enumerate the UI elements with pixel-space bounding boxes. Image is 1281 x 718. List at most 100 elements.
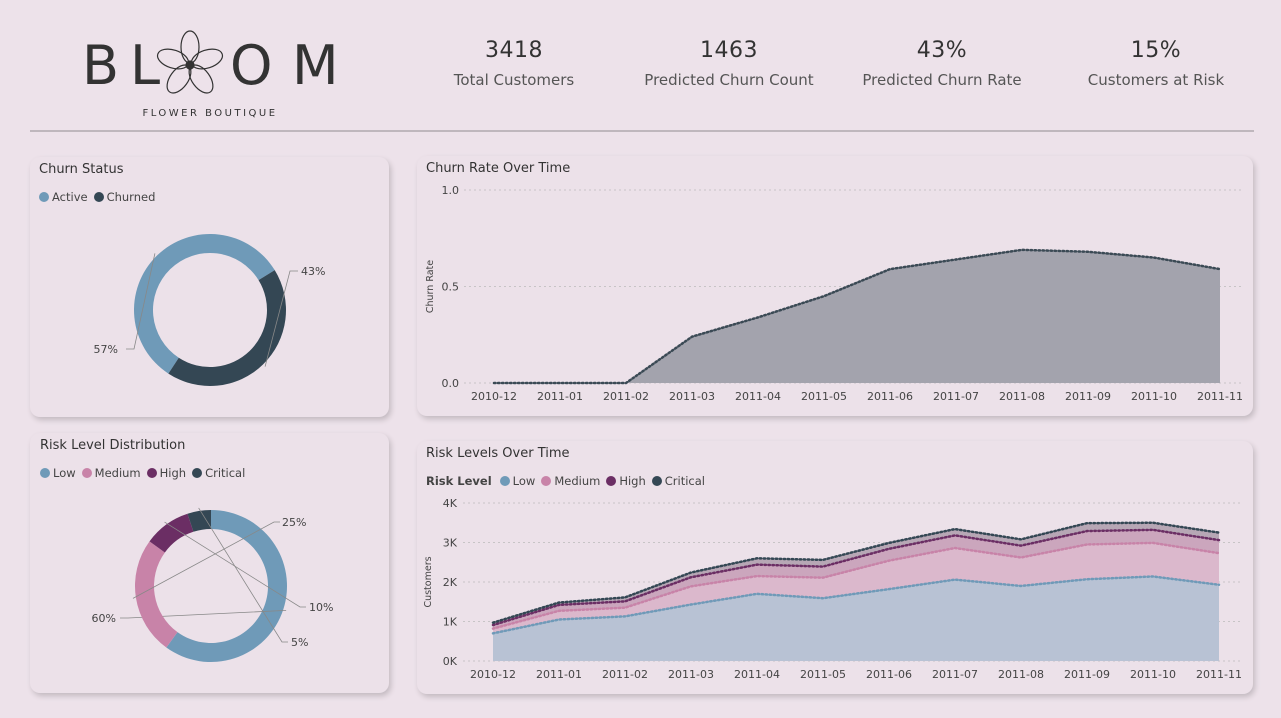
slice-label-leader — [164, 521, 306, 608]
risk-distribution-card[interactable]: Risk Level Distribution Low Medium High … — [30, 433, 389, 693]
legend-dot — [192, 468, 203, 478]
bloom-logo-graphic: B L O M FLOWER BOUTIQUE — [82, 30, 339, 119]
header-divider — [30, 130, 1254, 132]
churn-rate-area-chart: 0.0 0.5 1.0 Churn Rate 2010-12 2011-01 2011-02… — [425, 184, 1243, 403]
legend-label: Medium — [554, 474, 601, 488]
legend-label: Medium — [94, 466, 141, 480]
x-tick-label: 2011-06 — [866, 668, 912, 681]
donut-slice-medium — [135, 541, 178, 648]
kpi-value: 43% — [916, 38, 968, 63]
legend-label: Low — [53, 466, 76, 480]
slice-data-label: 57% — [94, 343, 118, 356]
logo-letter-m: M — [292, 34, 339, 97]
legend-item-critical[interactable]: Critical — [192, 466, 245, 480]
legend-label: Critical — [205, 466, 246, 480]
legend-dot — [606, 476, 617, 486]
card-title: Risk Levels Over Time — [426, 446, 570, 461]
legend-item-high[interactable]: High — [606, 474, 646, 488]
slice-data-label: 10% — [309, 601, 333, 614]
churn-status-legend: Active Churned — [39, 190, 161, 204]
legend-label: High — [619, 474, 646, 488]
legend-item-low[interactable]: Low — [40, 466, 76, 480]
legend-item-churned[interactable]: Churned — [93, 190, 156, 204]
y-tick-label: 3K — [443, 537, 458, 550]
legend-item-active[interactable]: Active — [39, 190, 88, 204]
legend-dot — [81, 468, 92, 478]
legend-item-medium[interactable]: Medium — [81, 466, 141, 480]
risk-levels-over-time-card[interactable]: Risk Levels Over Time Risk Level Low Med… — [417, 441, 1253, 694]
line-high — [491, 528, 1221, 627]
legend-item-low[interactable]: Low — [499, 474, 536, 488]
legend-label: Low — [512, 474, 536, 488]
card-title: Risk Level Distribution — [40, 438, 186, 453]
x-tick-label: 2011-05 — [800, 668, 846, 681]
slice-label-leader — [264, 270, 298, 367]
churn-rate-area — [494, 249, 1220, 383]
risk-levels-legend: Risk Level Low Medium High Critical — [426, 474, 711, 488]
donut-slice-critical — [187, 510, 211, 532]
y-tick-label: 4K — [443, 497, 458, 510]
y-tick-label: 2K — [443, 576, 458, 589]
x-tick-label: 2011-07 — [932, 668, 978, 681]
x-tick-label: 2011-11 — [1196, 668, 1242, 681]
flower-icon — [156, 30, 224, 94]
kpi-predicted-churn-count: 1463 Predicted Churn Count — [629, 38, 829, 89]
logo-letter-l: L — [130, 34, 160, 97]
x-tick-label: 2011-01 — [537, 390, 583, 403]
legend-label: Churned — [106, 190, 156, 204]
x-tick-label: 2011-08 — [999, 390, 1045, 403]
slice-label-leader — [198, 507, 288, 643]
churn-rate-over-time-card[interactable]: Churn Rate Over Time 0.0 0.5 1.0 Churn Rate… — [417, 156, 1253, 416]
slice-label-leader — [120, 610, 287, 619]
logo-letter-o: O — [230, 34, 273, 97]
x-tick-label: 2011-08 — [998, 668, 1044, 681]
x-tick-label: 2011-07 — [933, 390, 979, 403]
kpi-label: Total Customers — [453, 71, 575, 89]
x-tick-label: 2010-12 — [470, 668, 516, 681]
x-tick-label: 2010-12 — [471, 390, 517, 403]
x-tick-label: 2011-10 — [1131, 390, 1177, 403]
brand-logo: B L O M FLOWER BOUTIQUE — [60, 20, 360, 130]
kpi-predicted-churn-rate: 43% Predicted Churn Rate — [842, 38, 1042, 89]
legend-dot — [93, 192, 104, 202]
line-critical — [491, 521, 1221, 624]
x-tick-label: 2011-04 — [734, 668, 780, 681]
logo-subtitle: FLOWER BOUTIQUE — [142, 108, 277, 119]
area-high — [493, 529, 1219, 629]
x-tick-label: 2011-02 — [602, 668, 648, 681]
slice-label-leader — [132, 521, 280, 599]
slice-data-label: 60% — [92, 612, 116, 625]
legend-dot — [651, 476, 662, 486]
x-tick-label: 2011-03 — [668, 668, 714, 681]
legend-item-high[interactable]: High — [146, 466, 186, 480]
slice-data-label: 25% — [282, 516, 306, 529]
legend-label: Critical — [664, 474, 705, 488]
kpi-label: Predicted Churn Count — [644, 71, 814, 89]
risk-distribution-legend: Low Medium High Critical — [40, 466, 251, 480]
donut-slice-churned — [168, 270, 287, 386]
slice-label-leader — [126, 253, 156, 350]
churn-status-card[interactable]: Churn Status Active Churned 57% 43% — [30, 157, 389, 417]
donut-slice-high — [149, 513, 194, 553]
x-tick-label: 2011-02 — [603, 390, 649, 403]
kpi-customers-at-risk: 15% Customers at Risk — [1056, 38, 1256, 89]
legend-item-medium[interactable]: Medium — [541, 474, 600, 488]
slice-data-label: 43% — [301, 265, 325, 278]
donut-slice-low — [166, 510, 287, 662]
x-tick-label: 2011-04 — [735, 390, 781, 403]
legend-item-critical[interactable]: Critical — [651, 474, 705, 488]
area-medium — [493, 542, 1219, 634]
kpi-label: Customers at Risk — [1087, 71, 1225, 89]
kpi-value: 15% — [1130, 38, 1182, 63]
legend-dot — [499, 476, 510, 486]
churn-rate-line — [492, 248, 1222, 385]
y-tick-label: 0.5 — [442, 281, 460, 294]
x-tick-label: 2011-06 — [867, 390, 913, 403]
kpi-value: 3418 — [485, 38, 543, 63]
kpi-label: Predicted Churn Rate — [862, 71, 1022, 89]
risk-distribution-donut: 60% 25% 10% 5% — [92, 507, 333, 662]
x-tick-label: 2011-09 — [1065, 390, 1111, 403]
logo-letter-b: B — [82, 34, 121, 97]
kpi-total-customers: 3418 Total Customers — [414, 38, 614, 89]
y-axis-label: Churn Rate — [425, 260, 436, 313]
